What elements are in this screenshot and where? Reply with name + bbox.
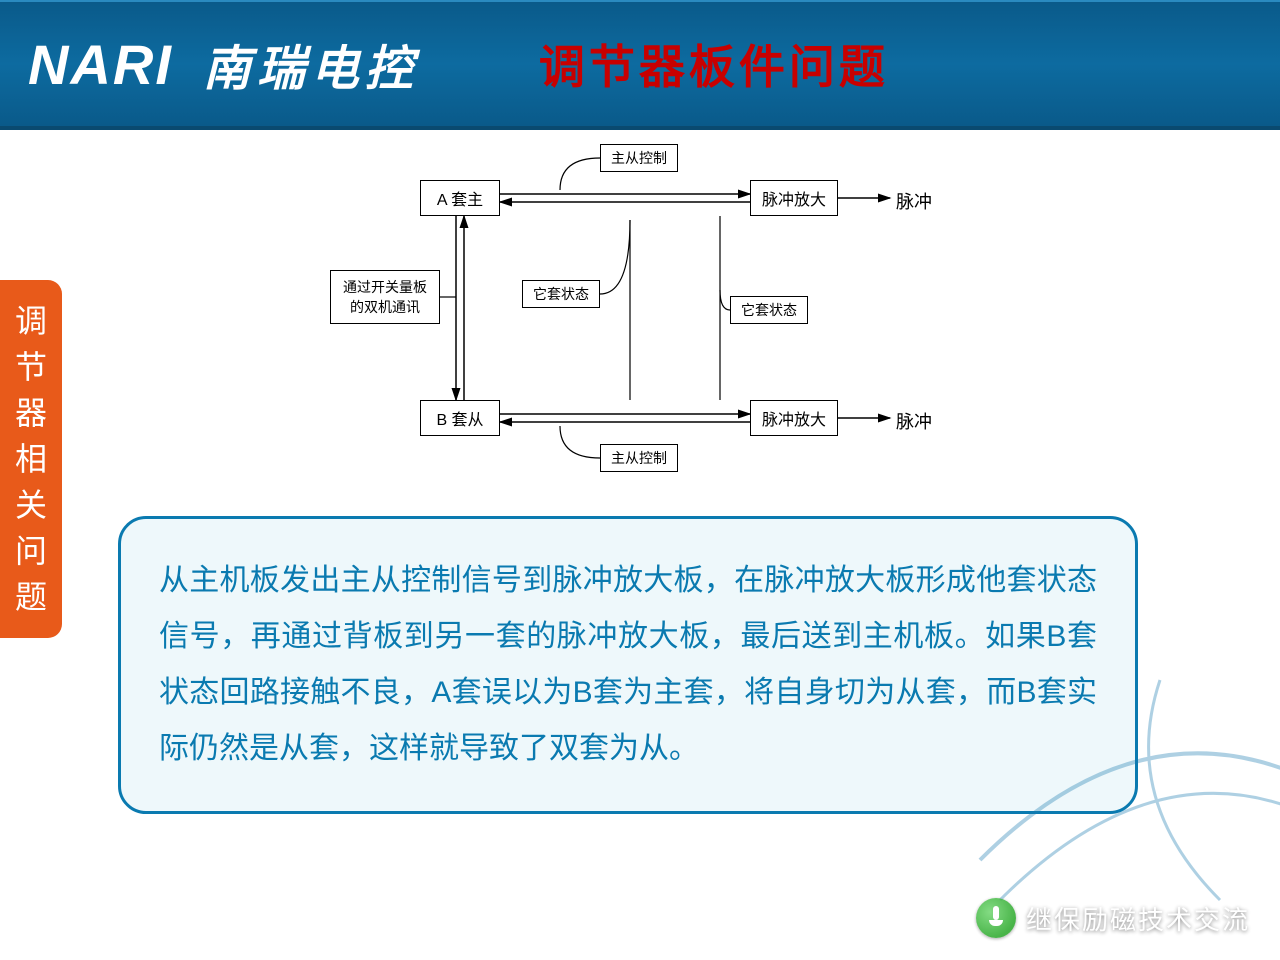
node-state-left: 它套状态 (522, 280, 600, 308)
slide-title: 调节器板件问题 (539, 31, 889, 97)
watermark: 继保励磁技术交流 (976, 898, 1250, 938)
explanation-box: 从主机板发出主从控制信号到脉冲放大板，在脉冲放大板形成他套状态信号，再通过背板到… (118, 516, 1138, 814)
explanation-text: 从主机板发出主从控制信号到脉冲放大板，在脉冲放大板形成他套状态信号，再通过背板到… (159, 564, 1097, 765)
node-comm: 通过开关量板 的双机通讯 (330, 270, 440, 324)
sidebar-char: 题 (15, 574, 47, 620)
sidebar-char: 关 (15, 482, 47, 528)
sidebar-char: 相 (15, 436, 47, 482)
node-amp-top: 脉冲放大 (750, 180, 838, 216)
sidebar-char: 问 (15, 528, 47, 574)
sidebar-char: 器 (15, 390, 47, 436)
node-amp-bot: 脉冲放大 (750, 400, 838, 436)
output-top: 脉冲 (896, 188, 932, 214)
sidebar-tab: 调节器相关问题 (0, 280, 62, 638)
node-ctrl-bot: 主从控制 (600, 444, 678, 472)
node-a-master: A 套主 (420, 180, 500, 216)
wechat-icon (976, 898, 1016, 938)
logo-text: NARI (28, 32, 173, 97)
node-ctrl-top: 主从控制 (600, 144, 678, 172)
sidebar-char: 调 (15, 298, 47, 344)
output-bottom: 脉冲 (896, 408, 932, 434)
sidebar-char: 节 (15, 344, 47, 390)
node-state-right: 它套状态 (730, 296, 808, 324)
watermark-text: 继保励磁技术交流 (1026, 900, 1250, 937)
brand-text: 南瑞电控 (203, 29, 419, 99)
flow-diagram: A 套主 B 套从 脉冲放大 脉冲放大 主从控制 主从控制 它套状态 它套状态 … (330, 140, 970, 500)
node-b-slave: B 套从 (420, 400, 500, 436)
slide-header: NARI 南瑞电控 调节器板件问题 (0, 0, 1280, 130)
